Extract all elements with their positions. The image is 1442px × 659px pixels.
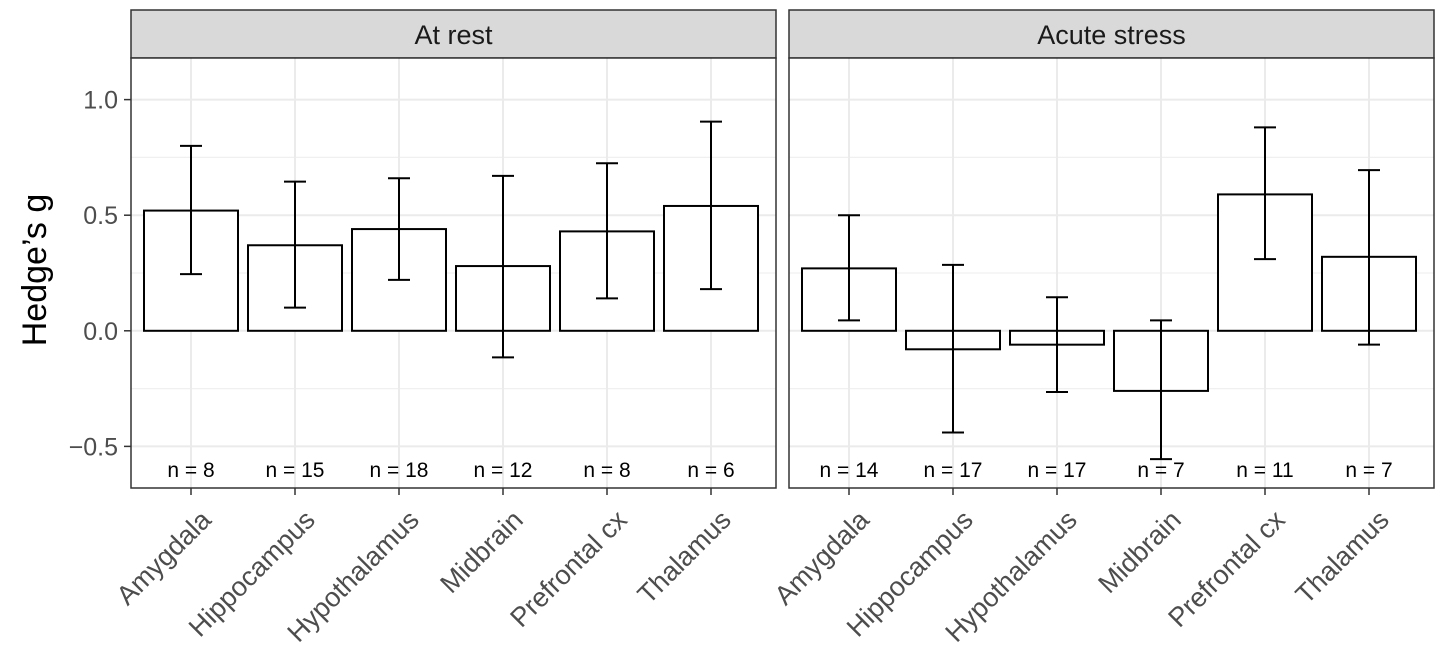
y-tick-label: 0.5 [83,202,118,230]
panel-0: At rest n = 8 n = 15 n = 18 n = 12 n = 8 n = 6… [111,9,777,648]
sample-size-label: n = 12 [474,459,533,482]
sample-size-label: n = 17 [924,459,983,482]
panel-1: Acute stress n = 14 n = 17 n = 17 n = 7 n = 1… [769,9,1435,648]
y-tick-label: −0.5 [69,433,118,461]
x-tick-label: Amygdala [769,504,876,611]
facet-strip [788,9,1435,59]
sample-size-label: n = 18 [370,459,429,482]
x-tick-label: Thalamus [1290,505,1395,610]
y-axis-title: Hedge’s g [16,194,54,347]
facet-title: At rest [414,20,493,50]
sample-size-label: n = 7 [1137,459,1184,482]
sample-size-label: n = 17 [1028,459,1087,482]
sample-size-label: n = 15 [266,459,325,482]
sample-size-label: n = 7 [1345,459,1392,482]
panels: −0.5 0.0 0.5 1.0 At rest n = 8 n = 15 n = 18 n =… [69,9,1435,648]
x-tick-label: Amygdala [111,504,218,611]
sample-size-label: n = 8 [167,459,214,482]
y-tick-label: 1.0 [83,87,118,115]
x-tick-label: Midbrain [434,505,528,599]
x-tick-label: Thalamus [632,505,737,610]
x-tick-label: Midbrain [1092,505,1186,599]
sample-size-label: n = 11 [1236,459,1293,482]
sample-size-label: n = 14 [820,459,879,482]
facet-strip [130,9,777,59]
panel-border [130,57,777,489]
facet-title: Acute stress [1037,20,1186,50]
sample-size-label: n = 6 [687,459,734,482]
y-tick-label: 0.0 [83,318,118,346]
sample-size-label: n = 8 [583,459,630,482]
panel-border [788,57,1435,489]
